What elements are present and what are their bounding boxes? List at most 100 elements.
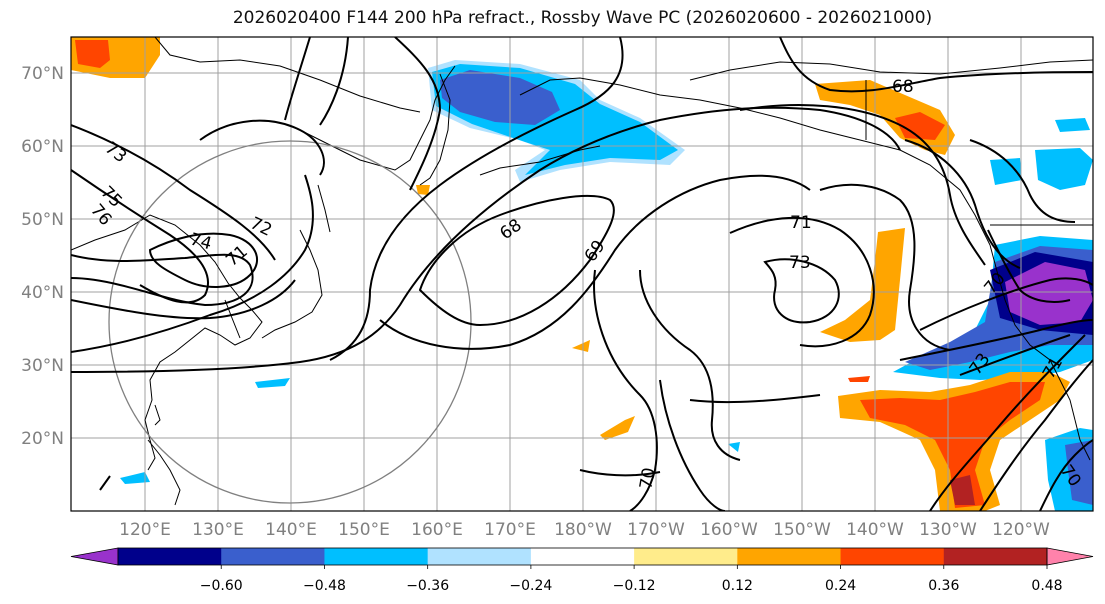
contour-line xyxy=(71,124,276,261)
shade-subtrop-dark xyxy=(950,475,975,505)
colorbar-tick-label: 0.12 xyxy=(722,578,753,594)
contour-line xyxy=(71,279,296,320)
lat-label: 20°N xyxy=(21,429,64,449)
shade-small-3 xyxy=(416,185,430,195)
lon-label: 140°E xyxy=(265,520,317,540)
colorbar-tick-label: 0.36 xyxy=(928,578,959,594)
shade-bering-blue xyxy=(440,70,560,125)
coast-philippines xyxy=(147,439,181,506)
contour-line xyxy=(1039,439,1093,511)
colorbar-swatch xyxy=(634,548,738,565)
contour-line xyxy=(579,469,661,477)
coast-aleutians xyxy=(479,145,601,176)
contour-line xyxy=(148,232,259,288)
contour-label: 73 xyxy=(101,138,130,167)
shade-small-5 xyxy=(120,472,150,484)
shade-alaska-red xyxy=(895,112,945,140)
lon-label: 170°W xyxy=(627,520,685,540)
colorbar-tick-label: −0.60 xyxy=(200,578,243,594)
lon-label: 160°W xyxy=(700,520,758,540)
lat-label: 40°N xyxy=(21,283,64,303)
contour-line xyxy=(739,104,986,266)
shade-cpac-orange xyxy=(820,228,905,342)
colorbar-tick-label: −0.12 xyxy=(613,578,656,594)
coastlines xyxy=(71,37,1093,506)
gridlines xyxy=(71,37,1093,511)
coast-alaska xyxy=(519,77,991,246)
shade-nw-red xyxy=(75,40,110,68)
shade-small-6 xyxy=(848,376,870,382)
shade-se-blue xyxy=(1065,440,1093,505)
colorbar-swatch xyxy=(324,548,429,565)
lon-label: 140°W xyxy=(846,520,904,540)
contour-label: 72 xyxy=(247,213,275,240)
lat-label: 30°N xyxy=(21,356,64,376)
shade-canada-cyan xyxy=(1035,148,1093,190)
contour-label: 71 xyxy=(790,213,812,233)
lon-label: 120°W xyxy=(992,520,1050,540)
colorbar-extend-max xyxy=(1046,547,1094,566)
lon-label: 170°E xyxy=(484,520,536,540)
colorbar-outline xyxy=(117,547,1048,566)
lat-label: 70°N xyxy=(21,64,64,84)
coast-kamchatka xyxy=(419,73,451,186)
lat-label: 50°N xyxy=(21,210,64,230)
contour-line xyxy=(71,169,210,304)
contour-line xyxy=(819,183,951,351)
contour-line xyxy=(729,216,875,348)
colorbar-tick-label: −0.24 xyxy=(509,578,552,594)
contour-label: 71 xyxy=(222,242,251,271)
contour-line xyxy=(639,269,741,461)
contour-label: 73 xyxy=(789,253,811,273)
map-title: 2026020400 F144 200 hPa refract., Rossby… xyxy=(232,8,933,28)
lon-label: 180°W xyxy=(554,520,612,540)
lat-label: 60°N xyxy=(21,137,64,157)
colorbar: −0.60 −0.48 −0.36 −0.24 −0.12 0.12 0.24 0.36 0.4… xyxy=(70,547,1094,594)
shade-small-7 xyxy=(728,442,740,452)
colorbar-swatch xyxy=(840,548,945,565)
contour-line xyxy=(71,174,314,353)
colorbar-swatch xyxy=(737,548,842,565)
contour-line xyxy=(987,229,1071,303)
coast-asia xyxy=(71,214,263,471)
contour-line xyxy=(99,475,111,491)
coast-taiwan xyxy=(154,404,161,426)
contour-label: 68 xyxy=(892,77,914,97)
colorbar-tick-label: −0.36 xyxy=(406,578,449,594)
latitude-labels: 70°N 60°N 50°N 40°N 30°N 20°N xyxy=(21,64,64,449)
colorbar-tick-label: 0.24 xyxy=(825,578,856,594)
shade-canada-light xyxy=(1055,118,1090,132)
coast-japan xyxy=(261,229,323,339)
contour-line xyxy=(929,334,1086,511)
contour-line xyxy=(763,258,840,324)
contours xyxy=(71,37,1093,511)
contour-line xyxy=(689,394,821,404)
contour-line xyxy=(959,334,1071,376)
coast-mexico xyxy=(1074,419,1091,461)
contour-line xyxy=(979,359,1093,511)
coast-korea xyxy=(224,299,241,339)
contour-line xyxy=(659,379,726,511)
lon-label: 150°E xyxy=(338,520,390,540)
colorbar-swatch xyxy=(427,548,532,565)
region-circle xyxy=(108,140,472,504)
contour-line xyxy=(329,37,624,361)
shade-small-1 xyxy=(600,416,635,440)
lon-label: 150°W xyxy=(773,520,831,540)
colorbar-swatch xyxy=(118,548,222,565)
contour-line xyxy=(319,37,349,126)
contour-line xyxy=(199,119,325,176)
shade-small-4 xyxy=(255,378,290,388)
shade-small-2 xyxy=(572,340,590,352)
contour-line xyxy=(418,194,615,327)
longitude-labels: 120°E 130°E 140°E 150°E 160°E 170°E 180°W 170°W… xyxy=(119,520,1050,540)
contour-line xyxy=(394,37,442,191)
coast-sakhalin xyxy=(317,184,331,233)
lon-label: 160°E xyxy=(411,520,463,540)
colorbar-swatch xyxy=(943,548,1048,565)
anomaly-shading xyxy=(71,37,1093,511)
contour-label: 68 xyxy=(496,215,525,244)
lon-label: 130°W xyxy=(919,520,977,540)
colorbar-swatch xyxy=(221,548,325,565)
